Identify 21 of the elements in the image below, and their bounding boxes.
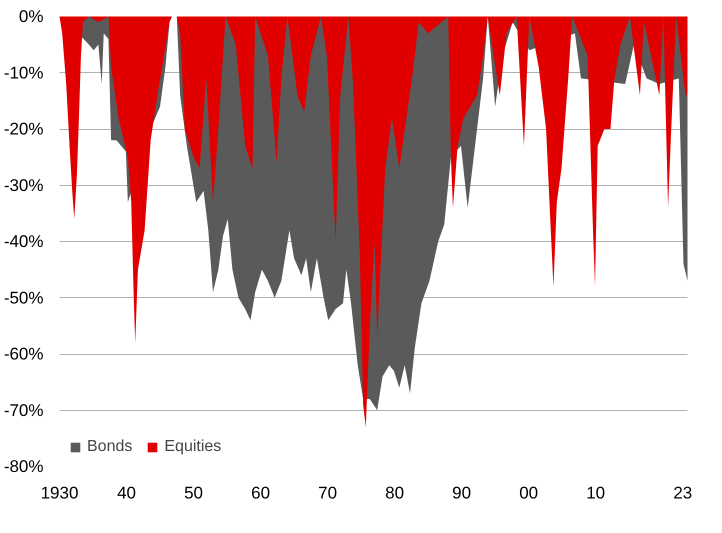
x-tick-label: 70: [318, 484, 338, 502]
y-tick-label: -50%: [4, 288, 44, 308]
x-tick-label: 50: [184, 484, 204, 502]
y-tick-label: -60%: [4, 344, 44, 364]
x-tick-label: 40: [117, 484, 136, 502]
legend-label: Bonds: [87, 438, 132, 456]
x-tick-label: 80: [385, 484, 404, 502]
y-tick-label: -40%: [4, 232, 44, 251]
x-tick-label: 90: [452, 484, 472, 502]
legend-label: Equities: [164, 438, 222, 456]
y-tick-label: -20%: [4, 120, 44, 138]
x-tick-label: 1930: [40, 484, 78, 502]
y-tick-label: 0%: [18, 7, 44, 26]
x-tick-label: 60: [251, 484, 270, 502]
y-tick-label: -70%: [4, 400, 44, 420]
y-tick-label: -30%: [4, 176, 44, 195]
y-tick-label: -80%: [4, 457, 44, 476]
x-tick-label: 00: [519, 484, 538, 502]
x-tick-label: 23: [673, 484, 692, 502]
x-tick-label: 10: [586, 484, 606, 502]
y-tick-label: -10%: [4, 63, 44, 82]
